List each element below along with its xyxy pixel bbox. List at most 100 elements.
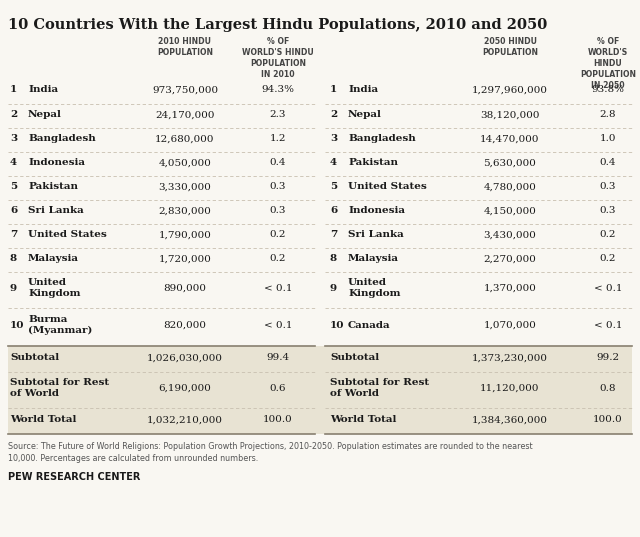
Text: 0.2: 0.2 [269, 255, 286, 263]
Text: Burma
(Myanmar): Burma (Myanmar) [28, 315, 92, 335]
Text: 4: 4 [10, 158, 17, 168]
Text: 10: 10 [330, 321, 344, 330]
Text: 0.3: 0.3 [600, 182, 616, 191]
Text: < 0.1: < 0.1 [594, 321, 622, 330]
Text: 3: 3 [330, 134, 337, 143]
Text: Pakistan: Pakistan [28, 182, 78, 191]
Text: 0.4: 0.4 [600, 158, 616, 168]
Text: 0.6: 0.6 [269, 384, 286, 393]
Text: 11,120,000: 11,120,000 [480, 384, 540, 393]
Text: 2,270,000: 2,270,000 [484, 255, 536, 263]
Text: Canada: Canada [348, 321, 390, 330]
Text: 4: 4 [330, 158, 337, 168]
Text: 6: 6 [330, 206, 337, 215]
Text: Subtotal for Rest
of World: Subtotal for Rest of World [330, 379, 429, 398]
Text: 12,680,000: 12,680,000 [156, 134, 215, 143]
Bar [8, 346, 632, 434]
Text: 0.3: 0.3 [269, 182, 286, 191]
Text: 94.3%: 94.3% [262, 85, 294, 94]
Text: < 0.1: < 0.1 [264, 284, 292, 293]
Text: 4,050,000: 4,050,000 [159, 158, 211, 168]
Text: 3,330,000: 3,330,000 [159, 182, 211, 191]
Text: Indonesia: Indonesia [348, 206, 405, 215]
Text: 1,070,000: 1,070,000 [484, 321, 536, 330]
Text: 99.4: 99.4 [266, 353, 289, 362]
Text: Subtotal: Subtotal [330, 353, 379, 362]
Text: 2: 2 [330, 110, 337, 119]
Text: 10: 10 [10, 321, 24, 330]
Text: 8: 8 [330, 255, 337, 263]
Text: Pakistan: Pakistan [348, 158, 398, 168]
Text: Bangladesh: Bangladesh [28, 134, 96, 143]
Text: 1,032,210,000: 1,032,210,000 [147, 415, 223, 424]
Text: United
Kingdom: United Kingdom [28, 278, 81, 298]
Text: United States: United States [348, 182, 427, 191]
Text: 5,630,000: 5,630,000 [484, 158, 536, 168]
Text: Bangladesh: Bangladesh [348, 134, 416, 143]
Text: 1,720,000: 1,720,000 [159, 255, 211, 263]
Text: Nepal: Nepal [28, 110, 62, 119]
Text: 1,790,000: 1,790,000 [159, 230, 211, 240]
Text: 100.0: 100.0 [263, 415, 293, 424]
Text: Nepal: Nepal [348, 110, 382, 119]
Text: 0.8: 0.8 [600, 384, 616, 393]
Text: 10 Countries With the Largest Hindu Populations, 2010 and 2050: 10 Countries With the Largest Hindu Popu… [8, 18, 547, 32]
Text: 7: 7 [330, 230, 337, 240]
Text: 0.2: 0.2 [600, 255, 616, 263]
Text: 0.2: 0.2 [600, 230, 616, 240]
Text: PEW RESEARCH CENTER: PEW RESEARCH CENTER [8, 472, 140, 482]
Text: % OF
WORLD'S HINDU
POPULATION
IN 2010: % OF WORLD'S HINDU POPULATION IN 2010 [242, 37, 314, 79]
Text: Subtotal for Rest
of World: Subtotal for Rest of World [10, 379, 109, 398]
Text: India: India [348, 85, 378, 94]
Text: 93.8%: 93.8% [591, 85, 625, 94]
Text: % OF
WORLD'S
HINDU
POPULATION
IN 2050: % OF WORLD'S HINDU POPULATION IN 2050 [580, 37, 636, 90]
Text: < 0.1: < 0.1 [264, 321, 292, 330]
Text: 1,370,000: 1,370,000 [484, 284, 536, 293]
Text: 14,470,000: 14,470,000 [480, 134, 540, 143]
Text: 0.4: 0.4 [269, 158, 286, 168]
Text: Malaysia: Malaysia [28, 255, 79, 263]
Text: 1.0: 1.0 [600, 134, 616, 143]
Text: 1,384,360,000: 1,384,360,000 [472, 415, 548, 424]
Text: Source: The Future of World Religions: Population Growth Projections, 2010-2050.: Source: The Future of World Religions: P… [8, 442, 532, 463]
Text: 890,000: 890,000 [163, 284, 207, 293]
Text: 7: 7 [10, 230, 17, 240]
Text: 100.0: 100.0 [593, 415, 623, 424]
Text: < 0.1: < 0.1 [594, 284, 622, 293]
Text: 24,170,000: 24,170,000 [156, 110, 215, 119]
Text: World Total: World Total [10, 415, 76, 424]
Text: 2: 2 [10, 110, 17, 119]
Text: 9: 9 [330, 284, 337, 293]
Text: 2.3: 2.3 [269, 110, 286, 119]
Text: India: India [28, 85, 58, 94]
Text: 820,000: 820,000 [163, 321, 207, 330]
Text: 1,373,230,000: 1,373,230,000 [472, 353, 548, 362]
Text: 0.3: 0.3 [600, 206, 616, 215]
Text: 2010 HINDU
POPULATION: 2010 HINDU POPULATION [157, 37, 213, 57]
Text: 99.2: 99.2 [596, 353, 620, 362]
Text: 5: 5 [10, 182, 17, 191]
Text: 8: 8 [10, 255, 17, 263]
Text: 0.2: 0.2 [269, 230, 286, 240]
Text: 1,026,030,000: 1,026,030,000 [147, 353, 223, 362]
Text: 1.2: 1.2 [269, 134, 286, 143]
Text: 5: 5 [330, 182, 337, 191]
Text: Sri Lanka: Sri Lanka [348, 230, 404, 240]
Text: 6,190,000: 6,190,000 [159, 384, 211, 393]
Text: 973,750,000: 973,750,000 [152, 85, 218, 94]
Text: Indonesia: Indonesia [28, 158, 85, 168]
Text: 1: 1 [330, 85, 337, 94]
Text: 4,780,000: 4,780,000 [484, 182, 536, 191]
Text: 2050 HINDU
POPULATION: 2050 HINDU POPULATION [482, 37, 538, 57]
Text: United
Kingdom: United Kingdom [348, 278, 401, 298]
Text: World Total: World Total [330, 415, 396, 424]
Text: 4,150,000: 4,150,000 [484, 206, 536, 215]
Text: 3,430,000: 3,430,000 [484, 230, 536, 240]
Text: 1: 1 [10, 85, 17, 94]
Text: 1,297,960,000: 1,297,960,000 [472, 85, 548, 94]
Text: Sri Lanka: Sri Lanka [28, 206, 84, 215]
Text: 3: 3 [10, 134, 17, 143]
Text: 0.3: 0.3 [269, 206, 286, 215]
Text: 9: 9 [10, 284, 17, 293]
Text: United States: United States [28, 230, 107, 240]
